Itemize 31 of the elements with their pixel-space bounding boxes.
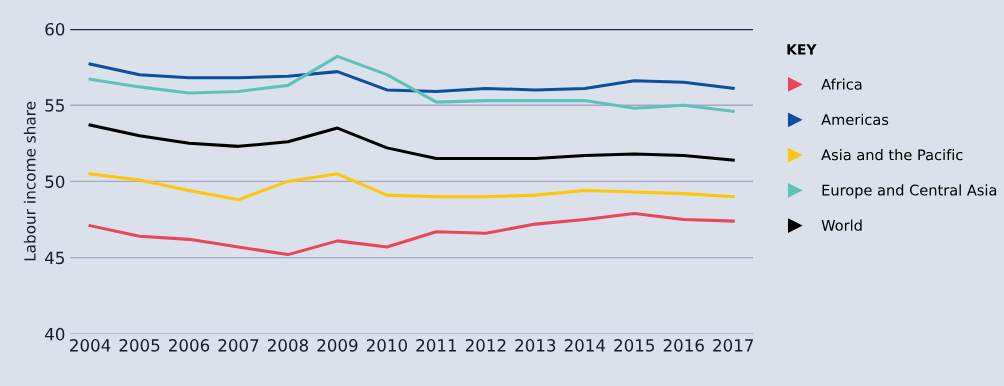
x-tick-label: 2012: [465, 339, 506, 352]
y-axis-title: Labour income share: [23, 101, 36, 261]
y-tick-label: 55: [45, 99, 64, 112]
line-series: [88, 211, 735, 257]
line-series: [88, 123, 735, 162]
x-tick-label: 2008: [267, 339, 309, 352]
x-tick-label: 2011: [416, 339, 457, 352]
legend-label: Europe and Central Asia: [822, 184, 997, 199]
x-tick-label: 2010: [366, 339, 407, 352]
x-tick-label: 2013: [515, 339, 556, 352]
x-tick-label: 2014: [564, 339, 606, 352]
legend-label: Americas: [821, 113, 889, 126]
x-tick-label: 2004: [70, 339, 111, 352]
y-tick-label: 45: [45, 251, 64, 265]
y-tick-label: 40: [45, 327, 65, 341]
y-tick-label: 50: [45, 175, 65, 188]
x-tick-label: 2017: [713, 339, 753, 352]
x-tick-label: 2005: [119, 339, 160, 352]
legend-label: Africa: [821, 78, 862, 90]
x-tick-label: 2006: [169, 339, 210, 352]
x-tick-label: 2009: [317, 339, 358, 352]
y-tick-label: 60: [45, 22, 65, 36]
x-tick-label: 2015: [614, 339, 655, 352]
legend-title: KEY: [787, 44, 817, 55]
x-tick-label: 2016: [663, 339, 704, 352]
line-series: [88, 54, 735, 113]
x-tick-label: 2007: [218, 339, 259, 352]
legend-label: World: [821, 219, 862, 231]
line-series: [88, 172, 735, 202]
legend-label: Asia and the Pacific: [821, 149, 963, 161]
line-series: [88, 62, 735, 93]
